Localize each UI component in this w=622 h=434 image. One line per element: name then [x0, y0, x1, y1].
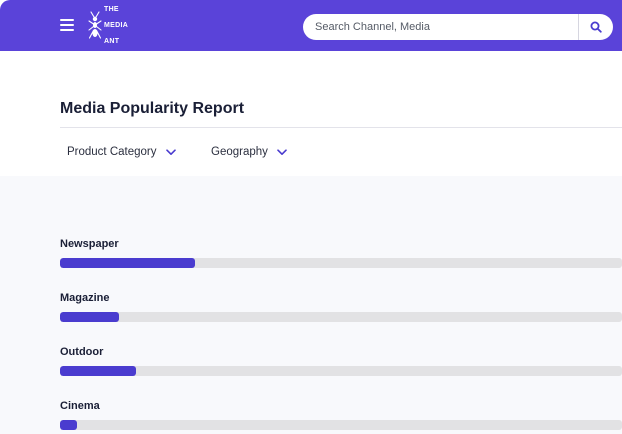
popularity-bar-track [60, 366, 622, 376]
filter-label: Product Category [67, 146, 157, 158]
media-label: Newspaper [60, 238, 119, 250]
popularity-bar-track [60, 420, 622, 430]
media-label: Outdoor [60, 346, 104, 358]
geography-filter[interactable]: Geography [211, 143, 287, 161]
filter-label: Geography [211, 146, 268, 158]
title-divider [60, 127, 622, 128]
search-input[interactable] [303, 14, 577, 40]
top-navigation-bar: THE MEDIA ANT [0, 0, 622, 51]
media-label: Magazine [60, 292, 110, 304]
brand-line: THE [104, 6, 119, 13]
brand-logo[interactable]: THE MEDIA ANT [88, 6, 138, 45]
chevron-down-icon [277, 148, 287, 155]
chevron-down-icon [165, 148, 176, 155]
search-button[interactable] [578, 14, 613, 40]
product-category-filter[interactable]: Product Category [67, 143, 176, 161]
search-icon [590, 21, 602, 33]
brand-line: MEDIA [104, 22, 129, 29]
popularity-bar-track [60, 258, 622, 268]
page-title: Media Popularity Report [60, 100, 245, 117]
popularity-bar-fill [60, 420, 77, 430]
popularity-bar-fill [60, 312, 119, 322]
ant-logo-icon [88, 11, 102, 39]
media-label: Cinema [60, 400, 100, 412]
brand-wordmark: THE MEDIA ANT [104, 0, 138, 54]
search-bar [303, 14, 613, 40]
popularity-bar-track [60, 312, 622, 322]
popularity-bar-fill [60, 366, 136, 376]
media-popularity-list [0, 176, 622, 434]
brand-line: ANT [104, 38, 120, 45]
popularity-bar-fill [60, 258, 195, 268]
hamburger-icon[interactable] [60, 19, 74, 31]
